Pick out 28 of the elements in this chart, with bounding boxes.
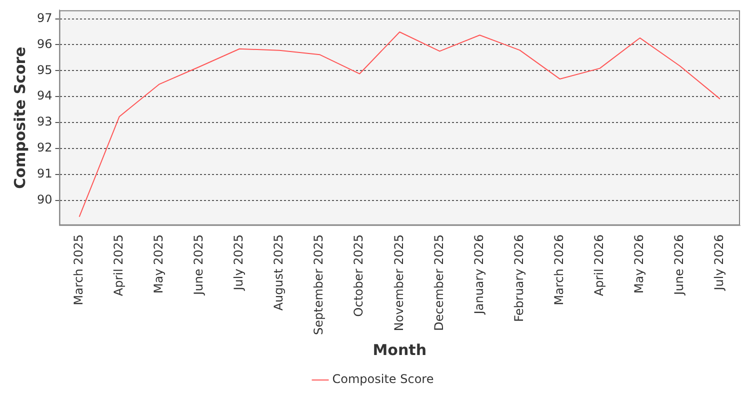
y-tick-label: 91 (36, 166, 52, 181)
y-axis-title: Composite Score (10, 46, 29, 189)
x-tick-label: April 2026 (592, 234, 606, 296)
x-tick-label: May 2025 (152, 234, 166, 294)
y-tick-label: 96 (36, 36, 52, 51)
x-tick-label: June 2025 (192, 234, 206, 296)
x-tick-label: March 2026 (552, 234, 566, 306)
y-tick-label: 90 (36, 192, 52, 207)
y-tick-label: 97 (36, 10, 52, 25)
x-tick-label: October 2025 (352, 234, 366, 317)
x-axis-title: Month (372, 340, 427, 359)
x-tick-label: August 2025 (272, 234, 286, 311)
x-tick-label: March 2025 (71, 234, 86, 306)
y-tick-label: 94 (36, 88, 52, 103)
x-tick-label: June 2026 (672, 234, 686, 296)
x-tick-label: January 2026 (472, 234, 486, 316)
x-tick-label: February 2026 (512, 234, 526, 322)
x-tick-label: July 2026 (712, 234, 726, 292)
x-tick-label: December 2025 (432, 234, 446, 331)
legend-label: Composite Score (332, 372, 434, 386)
x-tick-label: April 2025 (111, 234, 126, 296)
x-tick-label: September 2025 (312, 234, 326, 336)
y-tick-label: 92 (36, 140, 52, 155)
x-tick-label: November 2025 (392, 234, 406, 332)
y-tick-label: 95 (36, 62, 52, 77)
x-tick-label: July 2025 (232, 234, 246, 292)
x-tick-label: May 2026 (632, 234, 646, 294)
y-tick-label: 93 (36, 114, 52, 129)
